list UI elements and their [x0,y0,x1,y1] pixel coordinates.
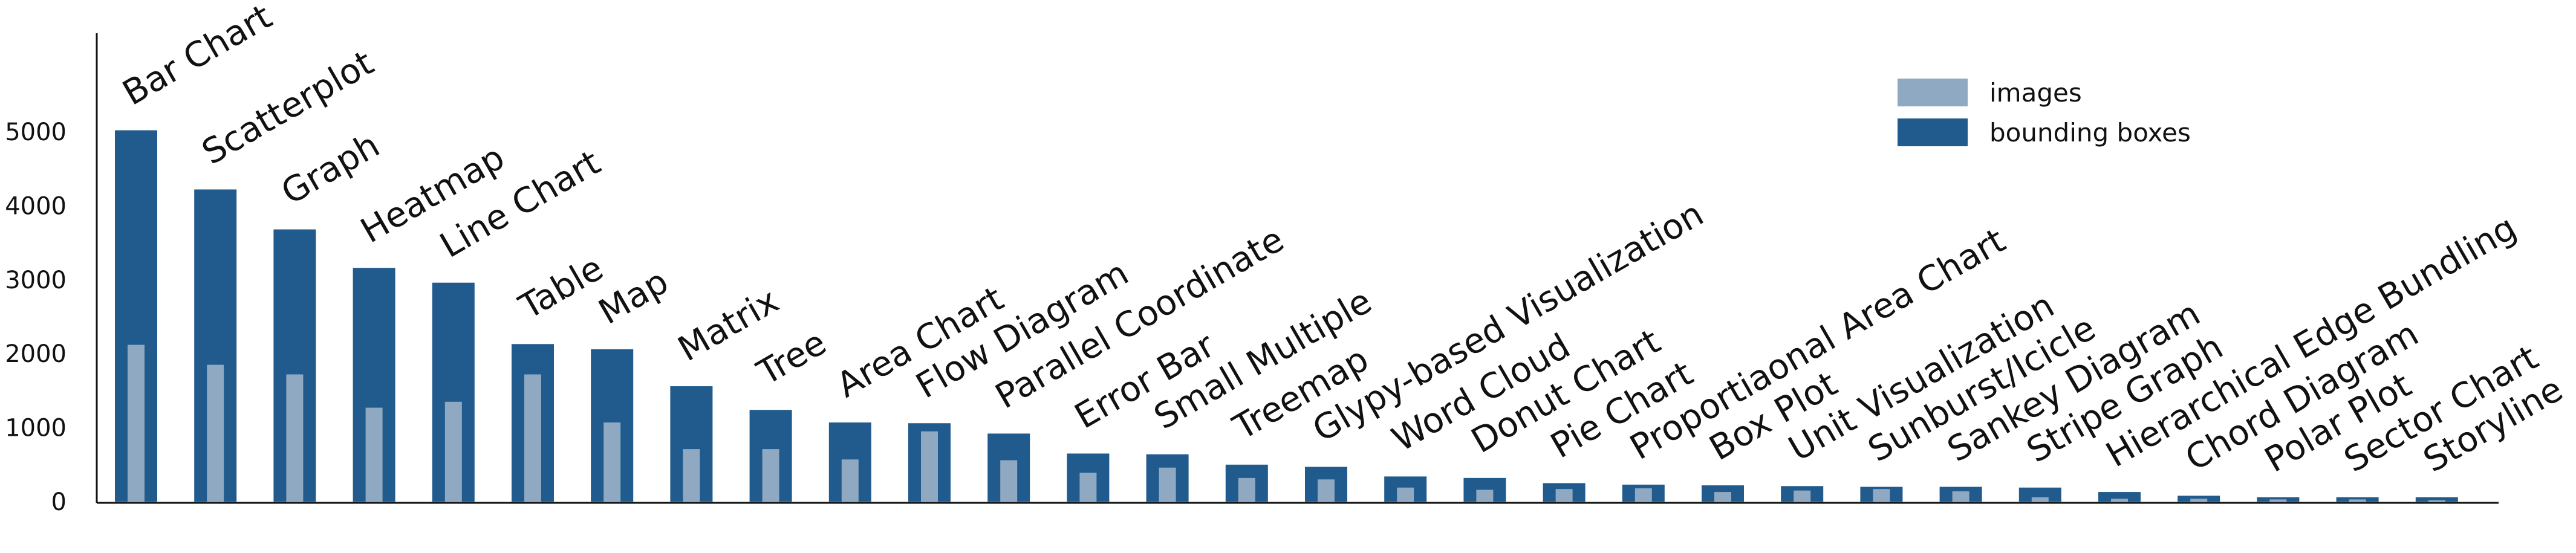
bar-images [683,449,700,502]
legend-swatch-images [1898,79,1968,106]
bar-images [2031,497,2049,502]
bar-images [286,374,304,502]
category-label: Table [512,248,610,328]
bar-images [2428,500,2445,502]
bar-images [2190,499,2208,502]
bar-bounding-boxes [2098,492,2141,502]
bar-images [1397,487,1414,502]
bar-images [1238,477,1255,502]
bar-images [1952,491,1969,502]
bar-images [365,407,383,502]
y-tick-label: 1000 [5,415,67,442]
bar-images [1714,492,1731,502]
bars [115,130,2458,502]
bar-images [762,449,779,502]
bar-images [1079,473,1097,502]
legend: images bounding boxes [1898,78,2191,147]
bar-images [207,364,224,502]
bar-images [2269,499,2287,502]
bar-bounding-boxes [2018,487,2061,502]
bar-images [2349,499,2366,502]
category-label: Tree [750,323,833,393]
bar-bounding-boxes [2415,497,2458,502]
legend-label-bounding-boxes: bounding boxes [1989,118,2191,147]
y-tick-label: 5000 [5,118,67,146]
category-label: Bar Chart [116,0,279,114]
bar-images [444,401,462,502]
y-tick-label: 4000 [5,192,67,220]
y-tick-label: 0 [51,488,67,516]
category-label: Map [592,262,675,332]
legend-label-images: images [1989,78,2082,108]
bar-images [2111,499,2128,502]
bar-images [603,422,621,502]
bar-images [921,431,938,502]
y-tick-label: 3000 [5,267,67,294]
bar-images [128,344,145,502]
bar-images [1873,489,1890,502]
y-ticks: 0 1000 2000 3000 4000 5000 [5,118,67,516]
bar-images [1159,467,1176,502]
bar-images [1318,479,1335,502]
y-tick-label: 2000 [5,340,67,368]
bar-images [1000,460,1018,502]
legend-swatch-bounding-boxes [1898,118,1968,146]
bar-images [1476,490,1494,502]
bar-images [1794,490,1811,502]
bar-images [524,374,541,502]
axes [96,33,2499,504]
bar-images [1634,488,1652,502]
bar-images [841,459,859,502]
category-label: Graph [275,125,386,213]
bar-images [1555,489,1573,502]
